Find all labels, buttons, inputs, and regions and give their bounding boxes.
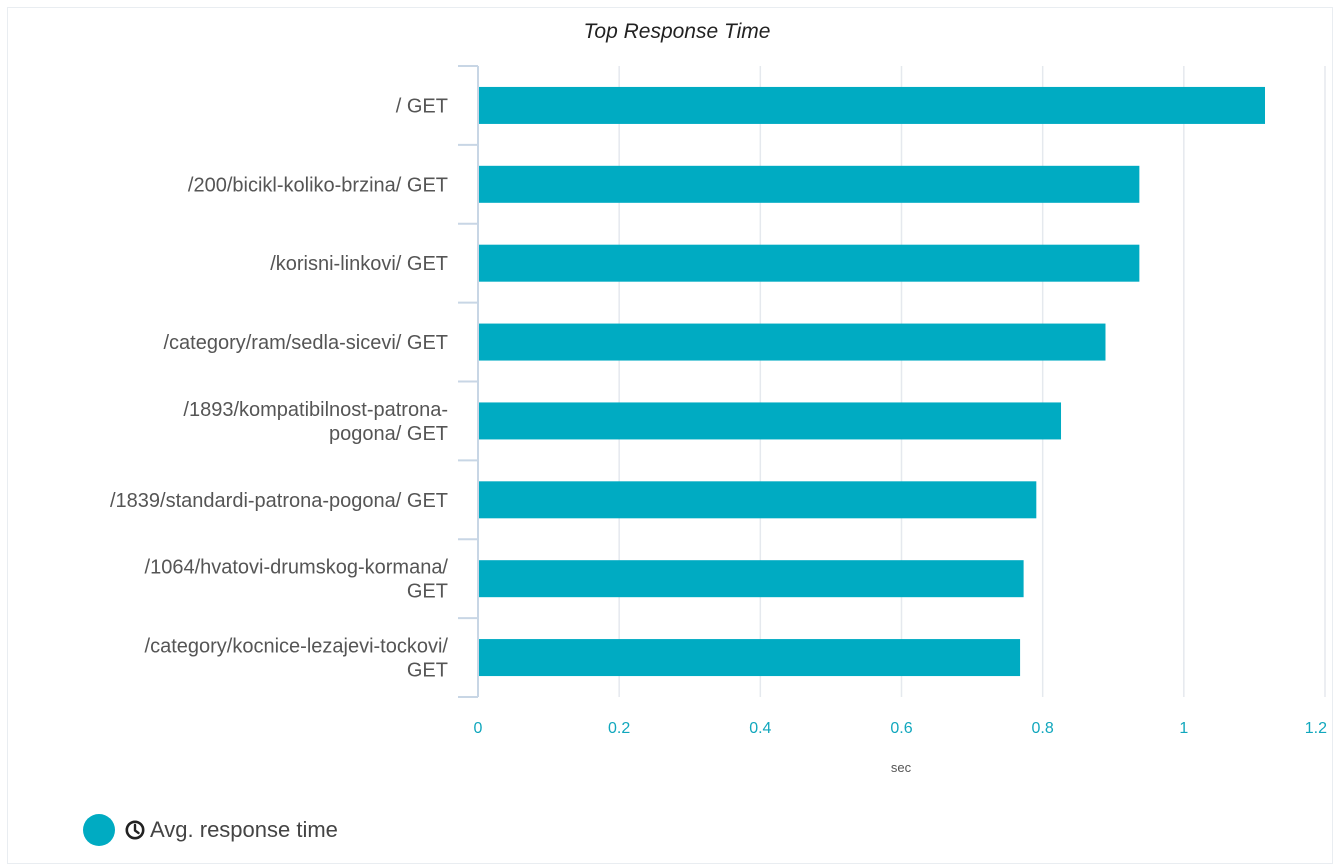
x-tick-label: 0.6	[890, 720, 912, 737]
chart-title: Top Response Time	[584, 20, 771, 43]
y-axis	[458, 65, 479, 698]
grid-lines	[618, 66, 1326, 697]
bar[interactable]	[479, 244, 1140, 282]
category-label-line: /category/ram/sedla-sicevi/ GET	[163, 332, 448, 354]
bars	[479, 86, 1266, 677]
bar[interactable]	[479, 86, 1266, 124]
legend-swatch	[83, 814, 115, 846]
category-label: /korisni-linkovi/ GET	[270, 253, 448, 275]
category-labels: / GET/200/bicikl-koliko-brzina/ GET/kori…	[110, 95, 448, 681]
bar[interactable]	[479, 560, 1024, 598]
legend[interactable]: Avg. response time	[83, 814, 338, 846]
category-label: /category/kocnice-lezajevi-tockovi/GET	[145, 636, 449, 682]
category-label: /1893/kompatibilnost-patrona-pogona/ GET	[183, 399, 448, 445]
category-label-line: GET	[407, 581, 448, 603]
category-label: /1839/standardi-patrona-pogona/ GET	[110, 490, 448, 512]
category-label: / GET	[396, 95, 448, 117]
x-tick-label: 0.2	[608, 720, 630, 737]
category-label-line: /1893/kompatibilnost-patrona-	[183, 399, 448, 421]
x-tick-label: 0.4	[749, 720, 771, 737]
category-label-line: /200/bicikl-koliko-brzina/ GET	[188, 174, 448, 196]
bar[interactable]	[479, 402, 1062, 440]
category-label-line: /1064/hvatovi-drumskog-kormana/	[145, 557, 449, 579]
bar-chart: Top Response Time / GET/200/bicikl-kolik…	[110, 20, 1328, 775]
x-tick-label: 1.2	[1305, 720, 1327, 737]
category-label-line: GET	[407, 660, 448, 682]
category-label-line: /category/kocnice-lezajevi-tockovi/	[145, 636, 449, 658]
legend-label: Avg. response time	[150, 817, 338, 842]
bar[interactable]	[479, 481, 1037, 519]
chart-frame	[7, 7, 1333, 864]
x-tick-labels: 0 0.2 0.4 0.6 0.8 1 1.2	[474, 720, 1328, 737]
x-axis-title: sec	[891, 760, 912, 775]
x-tick-label: 0	[474, 720, 483, 737]
bar[interactable]	[479, 165, 1140, 203]
bar[interactable]	[479, 639, 1021, 677]
category-label-line: /1839/standardi-patrona-pogona/ GET	[110, 490, 448, 512]
category-label: /category/ram/sedla-sicevi/ GET	[163, 332, 448, 354]
bar[interactable]	[479, 323, 1106, 361]
x-tick-label: 0.8	[1032, 720, 1054, 737]
clock-icon	[125, 820, 145, 840]
category-label-line: / GET	[396, 95, 448, 117]
category-label: /1064/hvatovi-drumskog-kormana/GET	[145, 557, 449, 603]
category-label-line: /korisni-linkovi/ GET	[270, 253, 448, 275]
x-tick-label: 1	[1179, 720, 1188, 737]
category-label: /200/bicikl-koliko-brzina/ GET	[188, 174, 448, 196]
category-label-line: pogona/ GET	[329, 423, 448, 445]
